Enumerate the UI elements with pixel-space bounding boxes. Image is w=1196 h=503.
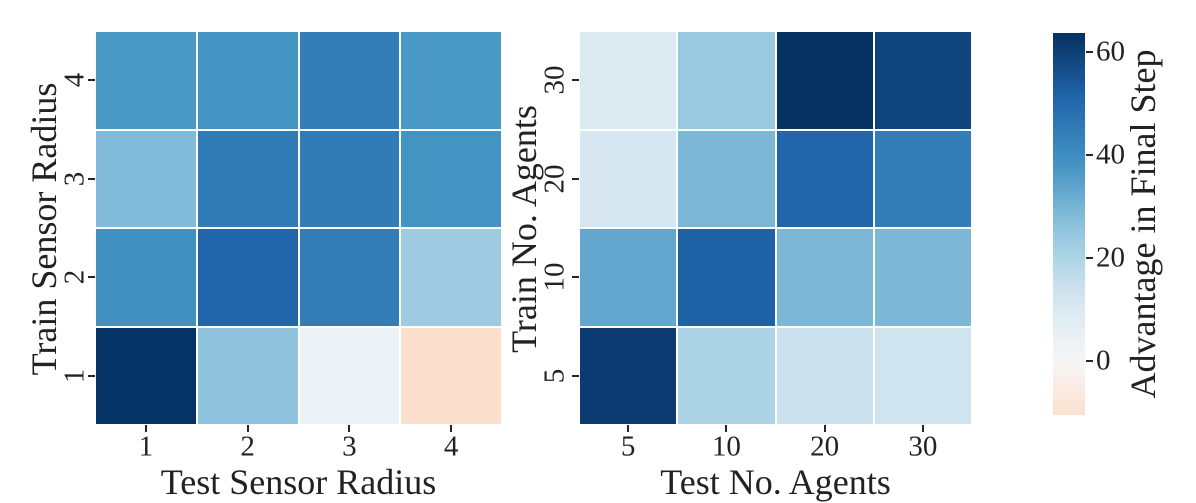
heatmap-cell xyxy=(299,327,400,424)
heatmap-cell xyxy=(678,327,775,424)
y-tick-label: 30 xyxy=(538,65,571,95)
heatmap-cell xyxy=(874,32,971,129)
x-tick-mark xyxy=(823,425,826,432)
heatmap-cell xyxy=(678,130,775,227)
colorbar-tick-mark xyxy=(1086,256,1093,259)
x-tick-label: 20 xyxy=(810,430,840,463)
x-tick-label: 2 xyxy=(240,430,255,463)
colorbar-tick-mark xyxy=(1086,153,1093,156)
x-tick-label: 4 xyxy=(443,430,459,463)
x-tick-mark xyxy=(450,425,453,432)
heatmap-cell xyxy=(678,229,775,326)
y-tick-mark xyxy=(88,177,95,180)
y-tick-mark xyxy=(572,374,579,377)
heatmap-cell xyxy=(401,130,501,227)
x-tick-mark xyxy=(348,425,351,432)
x-axis-label-test-num-agents: Test No. Agents xyxy=(660,462,891,502)
y-tick-mark xyxy=(88,374,95,377)
y-tick-label: 1 xyxy=(58,368,91,384)
heatmap-cell xyxy=(874,229,971,326)
x-tick-mark xyxy=(246,425,249,432)
heatmap-cell xyxy=(401,229,501,326)
y-tick-mark xyxy=(572,177,579,180)
heatmap-cell xyxy=(299,229,400,326)
x-tick-label: 10 xyxy=(711,430,741,463)
heatmap-cell xyxy=(874,130,971,227)
heatmap-cell xyxy=(776,130,873,227)
y-tick-label: 4 xyxy=(58,73,91,88)
colorbar-gradient xyxy=(1053,33,1085,415)
x-tick-mark xyxy=(144,425,147,432)
heatmap-cell xyxy=(580,32,677,129)
colorbar-tick-mark xyxy=(1086,50,1093,53)
colorbar-tick-label: 60 xyxy=(1096,35,1125,68)
x-axis-label-test-sensor-radius: Test Sensor Radius xyxy=(160,462,437,502)
heatmap-cell xyxy=(197,32,298,129)
colorbar-label: Advantage in Final Step xyxy=(1123,49,1163,399)
x-tick-mark xyxy=(921,425,924,432)
y-tick-mark xyxy=(88,276,95,279)
heatmap-cell xyxy=(299,32,400,129)
heatmap-cell xyxy=(197,229,298,326)
x-tick-mark xyxy=(627,425,630,432)
x-tick-label: 30 xyxy=(908,430,938,463)
heatmap-cell xyxy=(96,327,196,424)
colorbar-tick-label: 20 xyxy=(1096,241,1125,274)
y-tick-mark xyxy=(572,79,579,82)
heatmap-cell xyxy=(401,32,501,129)
colorbar-tick-mark xyxy=(1086,359,1093,362)
heatmap-cell xyxy=(197,327,298,424)
colorbar-tick-label: 0 xyxy=(1096,344,1111,377)
x-tick-label: 1 xyxy=(138,430,154,463)
heatmap-cell xyxy=(580,229,677,326)
y-tick-label: 20 xyxy=(538,164,571,194)
y-axis-label-train-num-agents: Train No. Agents xyxy=(504,105,544,353)
y-tick-label: 3 xyxy=(58,171,91,187)
heatmap-cell xyxy=(299,130,400,227)
heatmap-cell xyxy=(401,327,501,424)
heatmap-sensor-radius xyxy=(96,32,501,424)
heatmap-cell xyxy=(776,327,873,424)
heatmap-num-agents xyxy=(580,32,971,424)
x-tick-label: 3 xyxy=(342,430,357,463)
heatmap-cell xyxy=(776,229,873,326)
heatmap-cell xyxy=(776,32,873,129)
heatmap-cell xyxy=(580,327,677,424)
y-tick-mark xyxy=(88,79,95,82)
heatmap-cell xyxy=(678,32,775,129)
heatmap-cell xyxy=(96,130,196,227)
y-tick-mark xyxy=(572,276,579,279)
colorbar-tick-label: 40 xyxy=(1096,138,1125,171)
x-tick-label: 5 xyxy=(620,430,636,463)
y-tick-label: 2 xyxy=(58,270,91,285)
y-axis-label-train-sensor-radius: Train Sensor Radius xyxy=(24,82,64,376)
x-tick-mark xyxy=(725,425,728,432)
y-tick-label: 5 xyxy=(538,368,571,384)
y-tick-label: 10 xyxy=(538,262,571,292)
heatmap-cell xyxy=(96,32,196,129)
heatmap-cell xyxy=(580,130,677,227)
heatmap-cell xyxy=(96,229,196,326)
heatmap-cell xyxy=(874,327,971,424)
heatmap-cell xyxy=(197,130,298,227)
